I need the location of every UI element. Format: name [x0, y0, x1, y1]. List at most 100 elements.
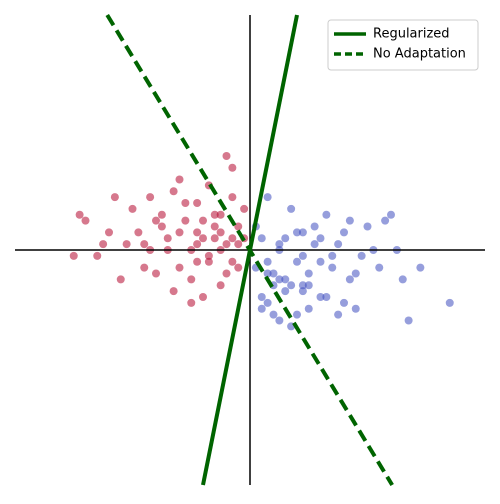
point	[316, 234, 325, 243]
point	[281, 287, 290, 296]
point	[140, 240, 149, 249]
point	[340, 228, 348, 237]
point	[240, 204, 249, 213]
point	[293, 310, 301, 319]
point	[304, 269, 313, 278]
point	[310, 222, 319, 231]
point	[105, 228, 113, 237]
point	[351, 304, 360, 313]
point	[210, 234, 219, 243]
point	[275, 316, 284, 325]
point	[316, 293, 325, 301]
point	[310, 240, 319, 249]
point	[210, 210, 219, 219]
point	[222, 152, 231, 160]
point	[322, 210, 331, 219]
point	[269, 269, 278, 278]
point	[152, 269, 160, 278]
point	[416, 263, 425, 272]
point	[263, 193, 272, 202]
point	[304, 304, 313, 313]
point	[157, 222, 166, 231]
point	[204, 251, 213, 260]
point	[316, 257, 325, 266]
point	[340, 298, 348, 307]
point	[193, 199, 202, 207]
point	[204, 257, 213, 266]
point	[293, 257, 301, 266]
point	[157, 210, 166, 219]
point	[128, 204, 137, 213]
point	[199, 234, 207, 243]
point	[328, 251, 337, 260]
point	[228, 257, 237, 266]
point	[222, 240, 231, 249]
point	[234, 240, 243, 249]
point	[122, 240, 131, 249]
point	[199, 216, 207, 225]
point	[216, 210, 225, 219]
point	[375, 263, 384, 272]
point	[387, 210, 395, 219]
point	[140, 263, 149, 272]
point	[228, 163, 237, 172]
point	[287, 204, 296, 213]
point	[181, 199, 190, 207]
point	[263, 257, 272, 266]
point	[69, 251, 78, 260]
point	[357, 251, 366, 260]
point	[169, 287, 178, 296]
point	[216, 281, 225, 290]
point	[363, 222, 372, 231]
point	[275, 240, 284, 249]
point	[263, 298, 272, 307]
point	[381, 216, 390, 225]
legend-label: No Adaptation	[373, 47, 466, 62]
point	[345, 275, 354, 284]
point	[175, 263, 184, 272]
point	[175, 175, 184, 184]
legend-label: Regularized	[373, 27, 450, 42]
point	[99, 240, 108, 249]
point	[210, 222, 219, 231]
point	[193, 257, 202, 266]
point	[216, 228, 225, 237]
point	[199, 293, 207, 301]
point	[222, 269, 231, 278]
point	[81, 216, 90, 225]
point	[345, 216, 354, 225]
point	[146, 193, 155, 202]
point	[304, 281, 313, 290]
point	[322, 293, 331, 301]
point	[263, 269, 272, 278]
point	[351, 269, 360, 278]
point	[298, 287, 307, 296]
point	[75, 210, 84, 219]
point	[257, 234, 266, 243]
point	[116, 275, 125, 284]
point	[398, 275, 407, 284]
point	[298, 251, 307, 260]
point	[257, 304, 266, 313]
point	[228, 234, 237, 243]
decision-line	[105, 13, 394, 487]
point	[445, 298, 454, 307]
point	[228, 193, 237, 202]
point	[293, 228, 301, 237]
point	[234, 222, 243, 231]
point	[298, 281, 307, 290]
point	[281, 275, 290, 284]
point	[175, 228, 184, 237]
point	[193, 228, 202, 237]
point	[152, 216, 160, 225]
point	[269, 310, 278, 319]
point	[134, 228, 143, 237]
point	[187, 275, 196, 284]
point	[234, 263, 243, 272]
point	[404, 316, 413, 325]
point	[298, 228, 307, 237]
point	[287, 281, 296, 290]
point	[328, 263, 337, 272]
point	[275, 275, 284, 284]
